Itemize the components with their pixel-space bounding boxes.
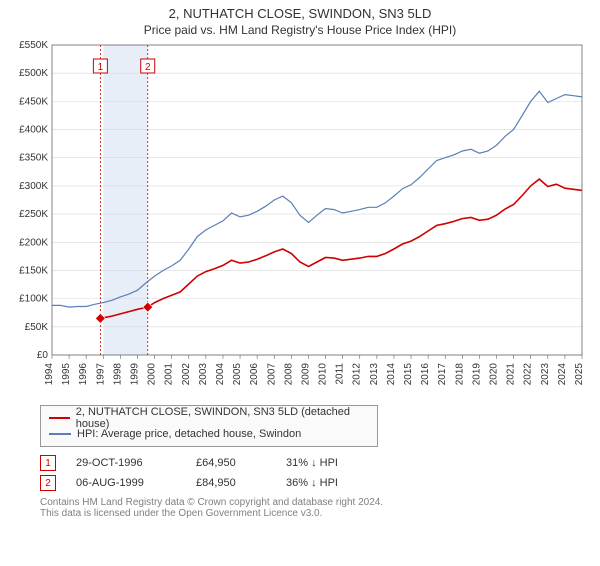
svg-text:2003: 2003 bbox=[198, 363, 209, 386]
svg-text:1997: 1997 bbox=[95, 363, 106, 386]
svg-text:£450K: £450K bbox=[19, 96, 48, 107]
legend-swatch bbox=[49, 433, 71, 435]
title-line2: Price paid vs. HM Land Registry's House … bbox=[0, 23, 600, 37]
title-line1: 2, NUTHATCH CLOSE, SWINDON, SN3 5LD bbox=[0, 6, 600, 21]
svg-text:2014: 2014 bbox=[386, 363, 397, 386]
legend-swatch bbox=[49, 417, 70, 419]
svg-text:£200K: £200K bbox=[19, 237, 48, 248]
chart: £0 £50K £100K £150K £200K £250K £300K £350K £400… bbox=[10, 41, 590, 401]
annotation-date: 06-AUG-1999 bbox=[76, 477, 176, 489]
annotation-price: £84,950 bbox=[196, 477, 266, 489]
legend: 2, NUTHATCH CLOSE, SWINDON, SN3 5LD (det… bbox=[40, 405, 378, 447]
annotation-row: 1 29-OCT-1996 £64,950 31% ↓ HPI bbox=[40, 453, 590, 473]
annotation-badge: 1 bbox=[40, 455, 56, 471]
svg-text:2022: 2022 bbox=[523, 363, 534, 386]
svg-text:£500K: £500K bbox=[19, 68, 48, 79]
svg-text:2018: 2018 bbox=[454, 363, 465, 386]
svg-text:2017: 2017 bbox=[437, 363, 448, 386]
svg-text:2025: 2025 bbox=[574, 363, 585, 386]
svg-text:2023: 2023 bbox=[540, 363, 551, 386]
svg-text:2011: 2011 bbox=[335, 363, 346, 385]
svg-text:2016: 2016 bbox=[420, 363, 431, 386]
svg-text:£0: £0 bbox=[37, 350, 49, 361]
svg-text:2021: 2021 bbox=[506, 363, 517, 386]
svg-text:2004: 2004 bbox=[215, 363, 226, 386]
svg-text:2002: 2002 bbox=[181, 363, 192, 386]
svg-text:£100K: £100K bbox=[19, 294, 48, 305]
svg-text:2012: 2012 bbox=[352, 363, 363, 386]
annotation-delta: 36% ↓ HPI bbox=[286, 477, 338, 489]
annotation-badge: 2 bbox=[40, 475, 56, 491]
legend-item: 2, NUTHATCH CLOSE, SWINDON, SN3 5LD (det… bbox=[49, 410, 369, 426]
svg-text:1994: 1994 bbox=[44, 363, 55, 386]
annotations: 1 29-OCT-1996 £64,950 31% ↓ HPI 2 06-AUG… bbox=[40, 453, 590, 493]
svg-text:2013: 2013 bbox=[369, 363, 380, 386]
svg-text:1995: 1995 bbox=[61, 363, 72, 386]
svg-text:£150K: £150K bbox=[19, 265, 48, 276]
annotation-delta: 31% ↓ HPI bbox=[286, 457, 338, 469]
svg-text:2006: 2006 bbox=[249, 363, 260, 386]
svg-text:2010: 2010 bbox=[318, 363, 329, 386]
copyright-line1: Contains HM Land Registry data © Crown c… bbox=[40, 497, 590, 508]
svg-text:£550K: £550K bbox=[19, 41, 48, 51]
svg-text:2001: 2001 bbox=[164, 363, 175, 386]
copyright-line2: This data is licensed under the Open Gov… bbox=[40, 508, 590, 519]
svg-text:2020: 2020 bbox=[489, 363, 500, 386]
svg-text:2009: 2009 bbox=[300, 363, 311, 386]
svg-text:2019: 2019 bbox=[471, 363, 482, 386]
annotation-row: 2 06-AUG-1999 £84,950 36% ↓ HPI bbox=[40, 473, 590, 493]
svg-text:2007: 2007 bbox=[266, 363, 277, 386]
legend-label: 2, NUTHATCH CLOSE, SWINDON, SN3 5LD (det… bbox=[76, 406, 369, 430]
copyright: Contains HM Land Registry data © Crown c… bbox=[40, 497, 590, 519]
svg-text:2015: 2015 bbox=[403, 363, 414, 386]
annotation-date: 29-OCT-1996 bbox=[76, 457, 176, 469]
svg-text:£50K: £50K bbox=[25, 322, 49, 333]
svg-text:2: 2 bbox=[145, 62, 151, 73]
legend-label: HPI: Average price, detached house, Swin… bbox=[77, 428, 301, 440]
svg-text:£400K: £400K bbox=[19, 125, 48, 136]
svg-text:£350K: £350K bbox=[19, 153, 48, 164]
svg-text:1: 1 bbox=[98, 62, 104, 73]
svg-text:2005: 2005 bbox=[232, 363, 243, 386]
svg-text:1999: 1999 bbox=[129, 363, 140, 386]
svg-text:2008: 2008 bbox=[283, 363, 294, 386]
svg-text:1996: 1996 bbox=[78, 363, 89, 386]
svg-text:£300K: £300K bbox=[19, 181, 48, 192]
svg-text:2000: 2000 bbox=[147, 363, 158, 386]
svg-text:1998: 1998 bbox=[112, 363, 123, 386]
svg-text:£250K: £250K bbox=[19, 209, 48, 220]
annotation-price: £64,950 bbox=[196, 457, 266, 469]
svg-text:2024: 2024 bbox=[557, 363, 568, 386]
